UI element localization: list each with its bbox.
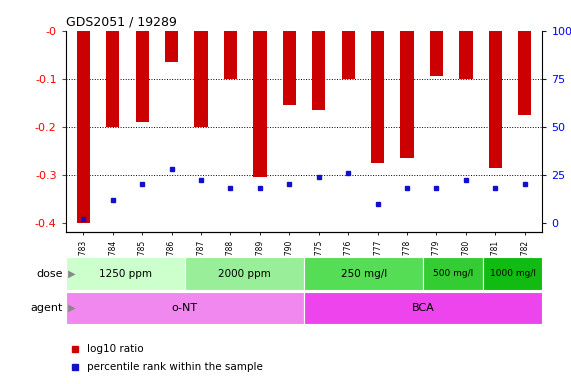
Text: ▶: ▶ [65, 268, 75, 279]
Bar [489, 31, 502, 167]
Text: 500 mg/l: 500 mg/l [433, 269, 473, 278]
Bar [518, 31, 532, 115]
Bar [185, 257, 304, 290]
Text: 2000 ppm: 2000 ppm [218, 268, 271, 279]
Bar [459, 31, 473, 79]
Bar [483, 257, 542, 290]
Bar [66, 292, 304, 324]
Bar [283, 31, 296, 105]
Bar [254, 31, 267, 177]
Text: GDS2051 / 19289: GDS2051 / 19289 [66, 15, 176, 28]
Text: o-NT: o-NT [172, 303, 198, 313]
Bar [304, 292, 542, 324]
Bar [135, 31, 149, 122]
Text: agent: agent [30, 303, 63, 313]
Bar [304, 257, 423, 290]
Bar [371, 31, 384, 163]
Bar [66, 257, 185, 290]
Bar [195, 31, 208, 127]
Text: BCA: BCA [412, 303, 435, 313]
Bar [165, 31, 178, 62]
Bar [341, 31, 355, 79]
Text: dose: dose [37, 268, 63, 279]
Text: percentile rank within the sample: percentile rank within the sample [87, 362, 263, 372]
Bar [430, 31, 443, 76]
Text: 1000 mg/l: 1000 mg/l [490, 269, 536, 278]
Bar [77, 31, 90, 223]
Bar [224, 31, 237, 79]
Text: 1250 ppm: 1250 ppm [99, 268, 152, 279]
Bar [312, 31, 325, 110]
Text: ▶: ▶ [65, 303, 75, 313]
Text: log10 ratio: log10 ratio [87, 344, 144, 354]
Bar [423, 257, 483, 290]
Bar [106, 31, 119, 127]
Text: 250 mg/l: 250 mg/l [340, 268, 387, 279]
Bar [400, 31, 413, 158]
